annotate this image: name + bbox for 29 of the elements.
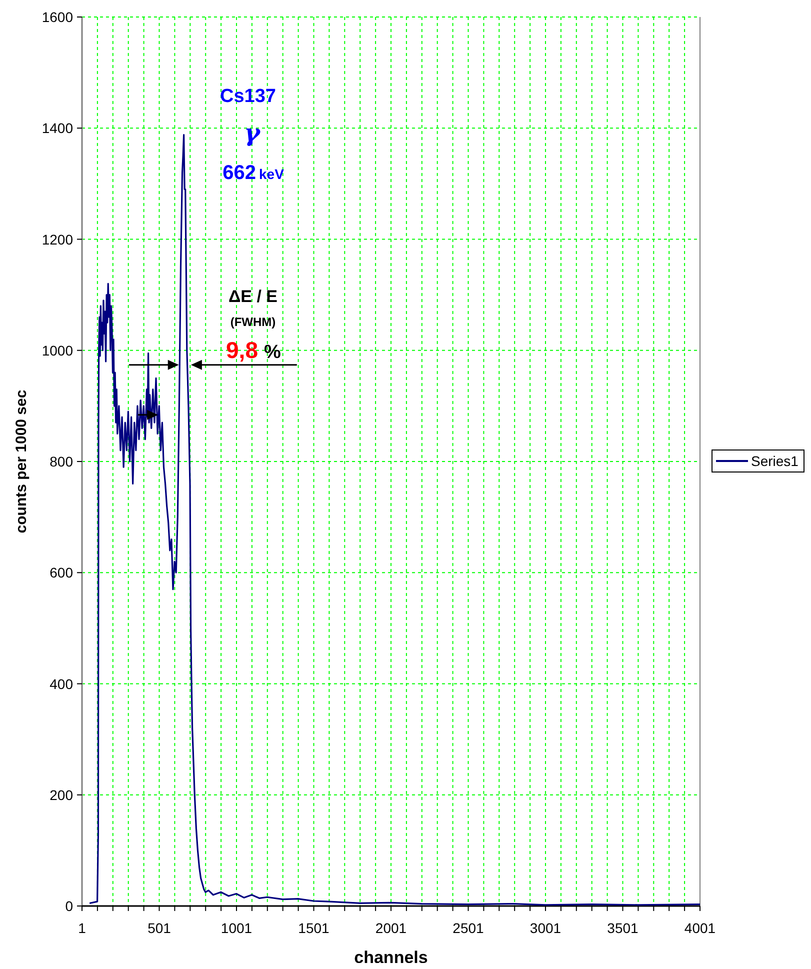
x-tick-label: 2001 <box>375 920 407 936</box>
x-tick-label: 1001 <box>220 920 252 936</box>
y-tick-label: 600 <box>50 564 74 581</box>
y-tick-label: 1600 <box>42 9 74 25</box>
legend-label: Series1 <box>751 453 799 469</box>
y-tick-label: 1200 <box>42 231 74 248</box>
annotation: keV <box>259 166 285 182</box>
annotation: % <box>264 342 281 363</box>
y-tick-label: 200 <box>50 786 74 803</box>
x-tick-label: 501 <box>148 920 172 936</box>
x-tick-label: 4001 <box>684 920 716 936</box>
x-tick-label: 1501 <box>298 920 330 936</box>
x-tick-label: 3001 <box>530 920 562 936</box>
x-tick-label: 3501 <box>607 920 639 936</box>
annotation: γ <box>244 118 262 147</box>
y-axis-title: counts per 1000 sec <box>13 390 30 534</box>
y-tick-label: 1400 <box>42 120 74 136</box>
x-tick-label: 2501 <box>452 920 484 936</box>
y-tick-label: 400 <box>50 676 74 692</box>
annotation: Cs137 <box>220 86 276 107</box>
annotation: 662 <box>222 162 256 184</box>
annotation: 9,8 <box>226 337 258 363</box>
y-tick-label: 1000 <box>42 342 74 358</box>
y-tick-label: 800 <box>50 454 74 470</box>
x-axis-title: channels <box>354 948 428 967</box>
y-tick-label: 0 <box>65 898 74 914</box>
annotation: ΔE / E <box>228 287 278 306</box>
x-tick-label: 1 <box>78 920 86 936</box>
annotation: (FWHM) <box>230 315 276 329</box>
